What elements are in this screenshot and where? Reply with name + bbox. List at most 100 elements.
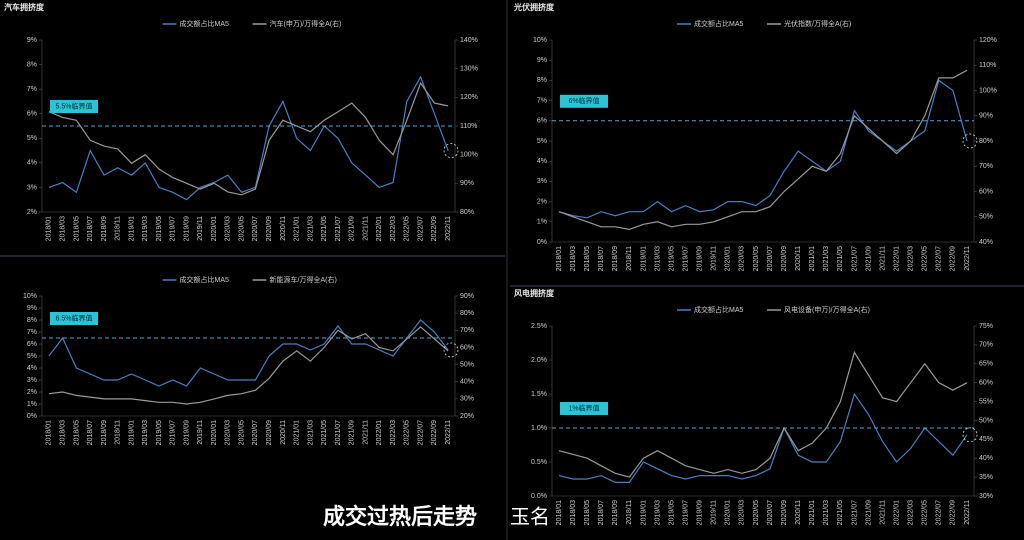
x-tick-label: 2021/03 — [823, 246, 830, 271]
x-tick-label: 2022/09 — [431, 216, 438, 241]
y-tick-label: 0% — [537, 239, 547, 246]
x-tick-label: 2020/01 — [211, 216, 218, 241]
y2-tick-label: 75% — [979, 323, 993, 330]
y2-tick-label: 70% — [979, 163, 993, 170]
y2-tick-label: 110% — [460, 123, 477, 130]
y-tick-label: 2% — [537, 198, 547, 205]
x-tick-label: 2021/05 — [321, 420, 328, 445]
x-tick-label: 2021/05 — [321, 216, 328, 241]
chart-title: 汽车拥挤度 — [4, 2, 45, 12]
x-tick-label: 2020/09 — [266, 216, 273, 241]
x-tick-label: 2018/03 — [59, 216, 66, 241]
y2-tick-label: 30% — [460, 396, 474, 403]
threshold-box — [50, 100, 98, 113]
x-tick-label: 2020/07 — [252, 420, 259, 445]
x-tick-label: 2021/05 — [837, 246, 844, 271]
x-tick-label: 2018/11 — [115, 216, 122, 241]
x-tick-label: 2021/07 — [335, 216, 342, 241]
x-tick-label: 2019/07 — [682, 246, 689, 271]
highlight-circle — [962, 427, 978, 443]
x-tick-label: 2018/03 — [59, 420, 66, 445]
x-tick-label: 2019/09 — [183, 420, 190, 445]
x-tick-label: 2022/07 — [417, 420, 424, 445]
y2-tick-label: 100% — [979, 87, 997, 94]
legend-label: 光伏指数/万得全A(右) — [784, 19, 851, 28]
x-tick-label: 2019/03 — [142, 216, 149, 241]
threshold-label: 6%临界值 — [568, 96, 599, 105]
x-tick-label: 2022/09 — [950, 500, 957, 525]
y-tick-label: 8% — [27, 317, 37, 324]
x-tick-label: 2019/01 — [128, 420, 135, 445]
x-tick-label: 2020/11 — [795, 246, 802, 271]
x-tick-label: 2021/01 — [294, 420, 301, 445]
x-tick-label: 2022/03 — [390, 216, 397, 241]
y2-tick-label: 80% — [460, 310, 474, 317]
y2-tick-label: 60% — [979, 380, 993, 387]
x-tick-label: 2019/07 — [170, 420, 177, 445]
x-tick-label: 2022/03 — [390, 420, 397, 445]
x-tick-label: 2018/01 — [46, 216, 53, 241]
x-tick-label: 2021/07 — [335, 420, 342, 445]
x-tick-label: 2018/05 — [584, 246, 591, 271]
legend-label: 成交额占比MA5 — [694, 19, 743, 28]
y2-tick-label: 50% — [460, 361, 474, 368]
x-tick-label: 2018/03 — [570, 246, 577, 271]
y-tick-label: 10% — [533, 37, 547, 44]
y-tick-label: 1.5% — [531, 391, 547, 398]
x-tick-label: 2019/11 — [197, 216, 204, 241]
chart-title: 光伏拥挤度 — [513, 2, 555, 12]
y-tick-label: 7% — [537, 97, 547, 104]
legend-label: 成交额占比MA5 — [180, 19, 229, 28]
x-tick-label: 2018/01 — [46, 420, 53, 445]
x-tick-label: 2018/05 — [73, 216, 80, 241]
x-tick-label: 2020/01 — [725, 500, 732, 525]
y2-tick-label: 130% — [460, 66, 478, 73]
series-line — [48, 326, 449, 405]
x-tick-label: 2021/01 — [809, 246, 816, 271]
x-tick-label: 2018/01 — [556, 500, 563, 525]
x-tick-label: 2022/01 — [376, 420, 383, 445]
y-tick-label: 2% — [27, 209, 37, 216]
y2-tick-label: 120% — [979, 37, 997, 44]
x-tick-label: 2021/09 — [865, 500, 872, 525]
x-tick-label: 2018/11 — [115, 420, 122, 445]
y2-tick-label: 120% — [460, 94, 478, 101]
threshold-box — [560, 402, 608, 415]
x-tick-label: 2019/01 — [128, 216, 135, 241]
x-tick-label: 2020/07 — [252, 216, 259, 241]
x-tick-label: 2021/03 — [823, 500, 830, 525]
y-tick-label: 3% — [27, 377, 37, 384]
y2-tick-label: 60% — [979, 188, 993, 195]
x-tick-label: 2020/05 — [753, 246, 760, 271]
y2-tick-label: 40% — [979, 239, 993, 246]
y-tick-label: 3% — [27, 184, 37, 191]
y2-tick-label: 20% — [460, 413, 474, 420]
y2-tick-label: 30% — [979, 493, 993, 500]
series-line — [558, 79, 968, 219]
y2-tick-label: 70% — [979, 342, 993, 349]
series-line — [558, 350, 968, 478]
y2-tick-label: 65% — [979, 361, 993, 368]
x-tick-label: 2021/11 — [879, 246, 886, 271]
x-tick-label: 2019/11 — [711, 500, 718, 525]
x-tick-label: 2018/07 — [598, 246, 605, 271]
legend-label: 风电设备(申万)/万得全A(右) — [784, 305, 870, 314]
x-tick-label: 2019/11 — [197, 420, 204, 445]
x-tick-label: 2019/05 — [668, 246, 675, 271]
y2-tick-label: 100% — [460, 152, 478, 159]
chart-title: 风电拥挤度 — [514, 288, 555, 298]
x-tick-label: 2020/09 — [266, 420, 273, 445]
y-tick-label: 7% — [27, 86, 37, 93]
x-tick-label: 2022/05 — [922, 500, 929, 525]
x-tick-label: 2018/09 — [612, 500, 619, 525]
x-tick-label: 2021/07 — [851, 500, 858, 525]
x-tick-label: 2020/05 — [753, 500, 760, 525]
x-tick-label: 2018/11 — [626, 246, 633, 271]
y2-tick-label: 50% — [979, 214, 993, 221]
y-tick-label: 5% — [27, 135, 37, 142]
y2-tick-label: 90% — [979, 113, 993, 120]
x-tick-label: 2021/05 — [837, 500, 844, 525]
x-tick-label: 2019/09 — [697, 500, 704, 525]
x-tick-label: 2021/09 — [349, 216, 356, 241]
